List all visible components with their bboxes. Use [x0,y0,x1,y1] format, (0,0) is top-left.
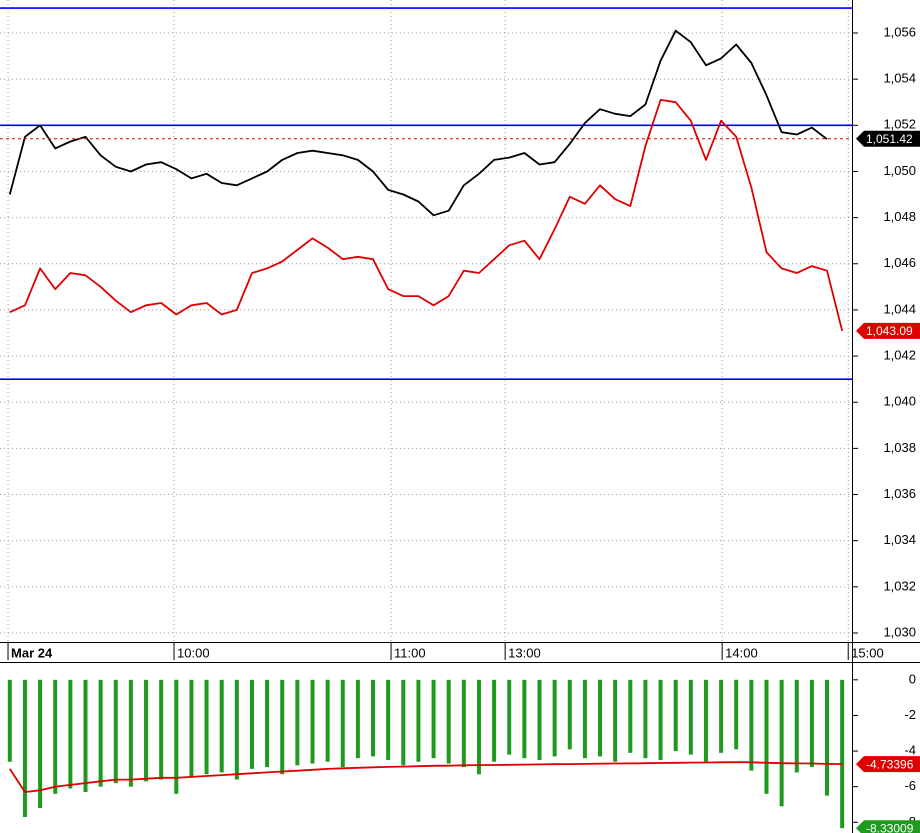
bar [340,679,345,768]
bar [809,679,814,768]
bar [174,679,179,794]
bar [204,679,209,775]
bar [371,679,376,757]
x-tick-label: 13:00 [508,645,541,660]
bar [673,679,678,752]
y-tick-label: -2 [904,707,916,722]
bar [643,679,648,759]
y-tick-label: 1,054 [883,71,916,86]
bar [113,679,118,784]
bar [703,679,708,762]
y-tick-label: 1,030 [883,624,916,639]
bar [613,679,618,762]
y-tick-label: 1,048 [883,209,916,224]
bar [794,679,799,773]
y-tick-label: 1,056 [883,24,916,39]
y-tick-label: 1,038 [883,440,916,455]
bar [522,679,527,759]
x-tick-label: 15:00 [851,645,884,660]
y-tick-label: 1,046 [883,255,916,270]
bar [7,679,12,762]
bar [68,679,73,789]
y-tick-label: 1,044 [883,301,916,316]
bar [628,679,633,753]
bar [476,679,481,775]
bar [189,679,194,778]
value-badge [856,820,920,833]
bar [840,679,845,829]
value-badge [856,756,920,773]
bar [779,679,784,807]
bar [325,679,330,762]
bar [83,679,88,793]
value-badge-label: -8.33009 [866,821,914,833]
bar [825,679,830,796]
bar [719,679,724,753]
value-badge-label: 1,043.09 [866,324,913,338]
bar [280,679,285,775]
bar [749,679,754,771]
y-tick-label: -6 [904,778,916,793]
bar [265,679,270,768]
bar [310,679,315,764]
bar [401,679,406,766]
bar [128,679,133,787]
value-badge-label: -4.73396 [866,757,914,771]
value-badge [856,130,920,147]
x-tick-label: Mar 24 [11,645,53,660]
bar [537,679,542,760]
y-tick-label: 1,036 [883,486,916,501]
y-tick-label: 0 [909,671,916,686]
value-badge-label: 1,051.42 [866,132,913,146]
line-series [8,29,828,217]
bar [38,679,43,809]
bar [219,679,224,773]
bar [431,679,436,759]
bar [144,679,149,782]
y-tick-label: 1,032 [883,578,916,593]
y-tick-label: -4 [904,743,916,758]
bar [159,679,164,780]
y-tick-label: 1,042 [883,348,916,363]
bar [734,679,739,750]
y-tick-label: 1,040 [883,394,916,409]
bar [552,679,557,757]
bar [386,679,391,760]
bar [582,679,587,759]
bar [234,679,239,780]
bar [507,679,512,755]
bar [295,679,300,766]
y-tick-label: 1,050 [883,163,916,178]
bar [492,679,497,762]
bar [53,679,58,794]
y-tick-label: 1,034 [883,532,916,547]
y-tick-label: 1,052 [883,117,916,132]
value-badge [856,322,920,339]
bar [249,679,254,769]
bar [658,679,663,760]
bar [22,679,27,817]
x-tick-label: 10:00 [177,645,210,660]
x-tick-label: 14:00 [725,645,758,660]
bar [764,679,769,794]
bar [446,679,451,764]
bar [688,679,693,755]
bar [598,679,603,757]
bar [416,679,421,762]
bar [567,679,572,750]
bar [461,679,466,768]
x-tick-label: 11:00 [394,645,426,660]
bar [355,679,360,759]
line-series [9,99,844,332]
bar [98,679,103,787]
line-series [9,761,843,793]
